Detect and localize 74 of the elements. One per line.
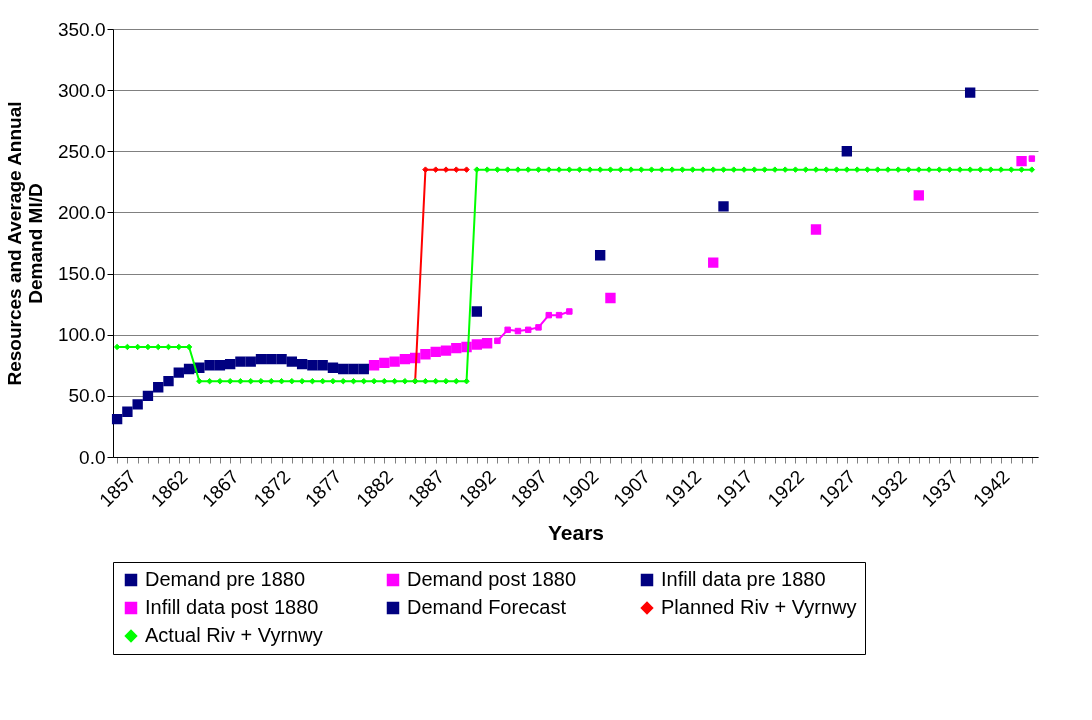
y-tick-label: 350.0 bbox=[57, 18, 106, 40]
point bbox=[399, 353, 411, 365]
point bbox=[718, 201, 729, 212]
point bbox=[296, 358, 308, 370]
legend-label: Infill data post 1880 bbox=[145, 596, 319, 618]
point bbox=[566, 308, 573, 315]
point bbox=[471, 306, 483, 317]
point bbox=[358, 363, 369, 375]
point bbox=[348, 363, 359, 375]
point bbox=[913, 190, 924, 201]
point bbox=[204, 360, 215, 371]
point bbox=[453, 166, 460, 173]
point bbox=[494, 337, 501, 345]
point bbox=[432, 166, 439, 173]
point bbox=[183, 363, 195, 375]
point bbox=[224, 358, 236, 370]
point bbox=[173, 367, 184, 378]
point bbox=[964, 87, 976, 98]
point bbox=[504, 326, 511, 334]
point bbox=[245, 356, 256, 367]
point bbox=[276, 353, 287, 365]
point bbox=[379, 357, 390, 369]
y-axis-title: Resources and Average Annual Demand Ml/D bbox=[3, 101, 46, 386]
point bbox=[430, 346, 441, 358]
point bbox=[555, 311, 563, 319]
point bbox=[463, 166, 470, 173]
point bbox=[605, 292, 616, 304]
point bbox=[440, 345, 452, 356]
point bbox=[255, 353, 267, 365]
point bbox=[266, 353, 277, 365]
point bbox=[327, 362, 339, 373]
point bbox=[535, 324, 542, 331]
point bbox=[451, 342, 462, 354]
point bbox=[841, 146, 853, 157]
point bbox=[810, 224, 822, 235]
point bbox=[307, 360, 318, 371]
legend-label: Infill data pre 1880 bbox=[661, 568, 826, 590]
point bbox=[422, 166, 429, 173]
point bbox=[524, 326, 532, 334]
legend-label: Demand Forecast bbox=[407, 596, 567, 618]
point bbox=[153, 382, 164, 393]
point bbox=[122, 406, 133, 417]
legend-label: Demand post 1880 bbox=[407, 568, 577, 590]
point bbox=[163, 376, 174, 387]
point bbox=[111, 413, 123, 425]
point bbox=[545, 311, 553, 319]
point bbox=[442, 166, 450, 173]
point bbox=[132, 399, 143, 410]
point bbox=[471, 339, 483, 350]
legend-label: Demand pre 1880 bbox=[145, 568, 306, 590]
point bbox=[389, 356, 400, 367]
point bbox=[420, 349, 431, 360]
y-tick-label: 200.0 bbox=[57, 201, 106, 223]
point bbox=[338, 363, 349, 375]
y-tick-label: 0.0 bbox=[79, 446, 106, 468]
point bbox=[286, 356, 298, 367]
y-tick-label: 250.0 bbox=[57, 140, 106, 162]
legend-label: Planned Riv + Vyrnwy bbox=[661, 596, 857, 618]
x-axis-title: Years bbox=[547, 520, 605, 544]
point bbox=[368, 360, 380, 371]
point bbox=[481, 338, 493, 349]
y-tick-label: 150.0 bbox=[57, 263, 106, 285]
point bbox=[317, 360, 328, 371]
y-tick-label: 100.0 bbox=[57, 324, 106, 346]
legend-label: Actual Riv + Vyrnwy bbox=[145, 624, 323, 646]
point bbox=[1028, 155, 1036, 162]
point bbox=[594, 250, 606, 261]
point bbox=[235, 356, 246, 367]
y-tick-label: 50.0 bbox=[68, 385, 106, 407]
point bbox=[142, 390, 154, 402]
y-tick-label: 300.0 bbox=[57, 79, 106, 101]
point bbox=[708, 257, 719, 268]
point bbox=[1016, 155, 1027, 167]
point bbox=[214, 360, 226, 371]
